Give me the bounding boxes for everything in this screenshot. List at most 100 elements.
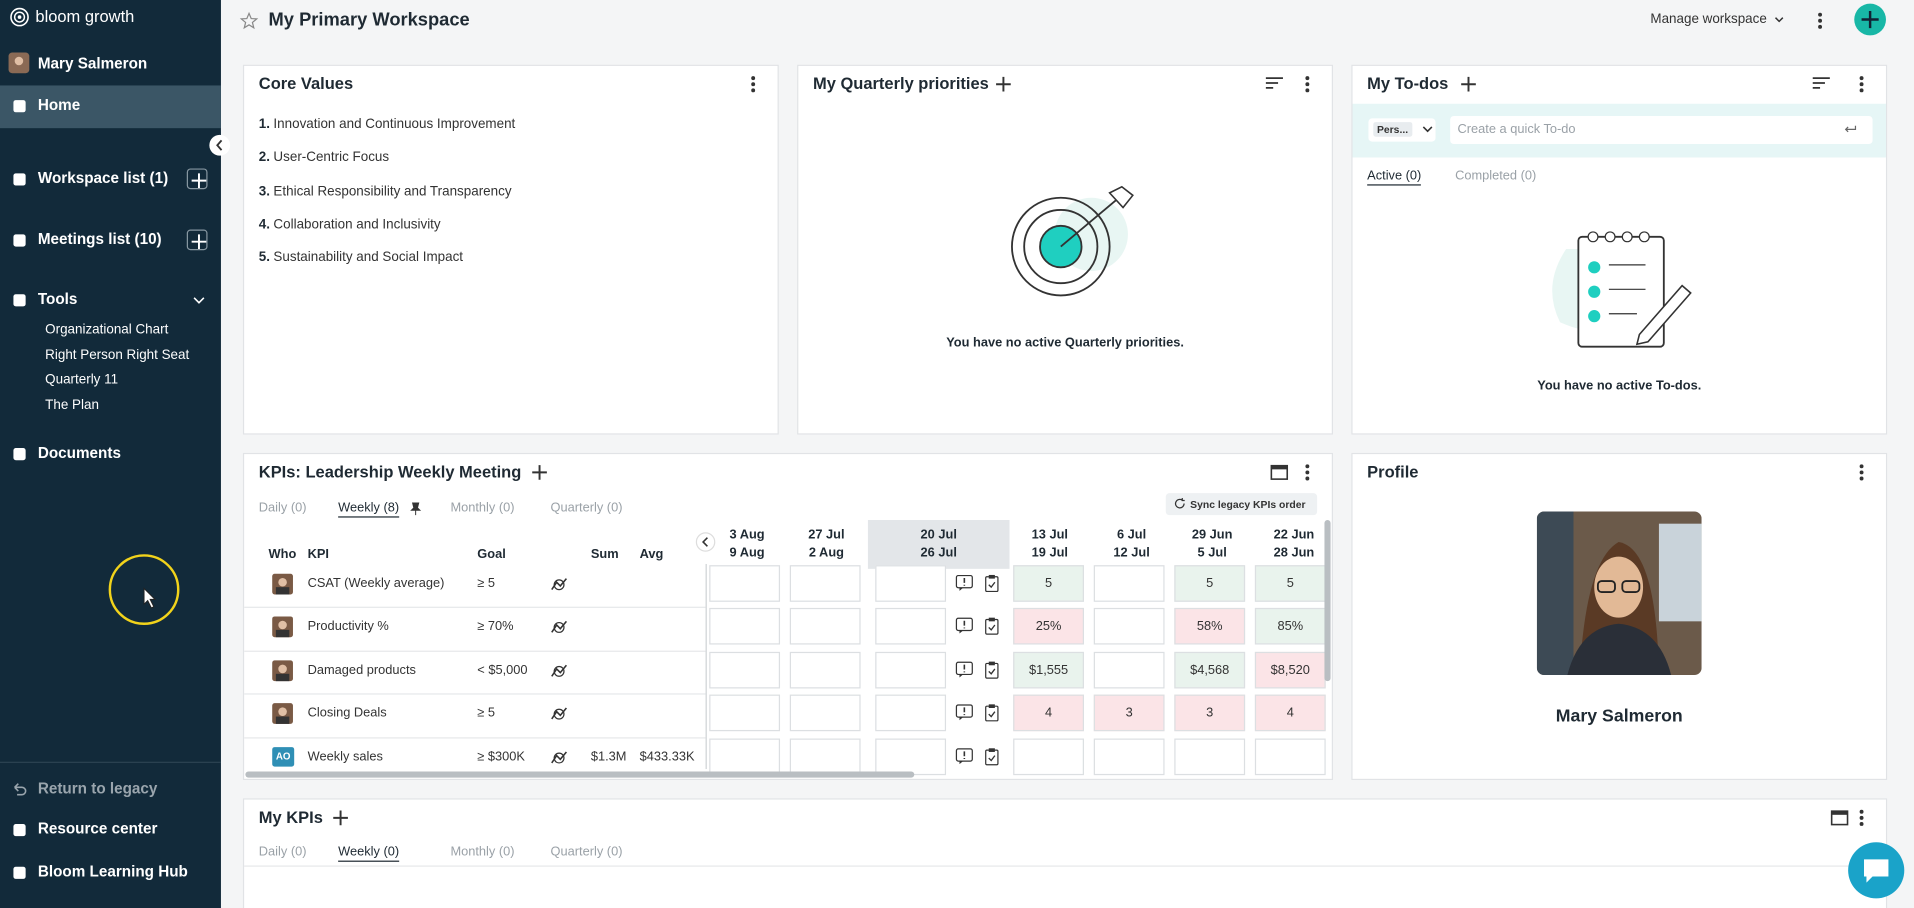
kpi-name[interactable]: Weekly sales xyxy=(307,749,383,765)
favorite-star[interactable] xyxy=(239,11,259,30)
tool-link[interactable]: The Plan xyxy=(45,397,99,412)
workspace-list-link[interactable]: Workspace list (1) xyxy=(37,169,169,187)
kpi-cell[interactable] xyxy=(875,738,947,776)
more-menu[interactable] xyxy=(1305,76,1310,93)
tool-link[interactable]: Organizational Chart xyxy=(45,322,169,337)
kpi-cell[interactable]: 25% xyxy=(1013,607,1084,645)
kpi-tab[interactable]: Weekly (8) xyxy=(338,500,400,518)
kpi-cell[interactable]: 5 xyxy=(1174,565,1246,602)
kpi-cell[interactable] xyxy=(709,694,781,732)
todo-icon[interactable] xyxy=(985,574,999,593)
issue-icon[interactable] xyxy=(955,574,973,591)
kpi-cell[interactable] xyxy=(1093,651,1165,689)
kpi-cell[interactable] xyxy=(875,565,947,602)
kpi-cell[interactable] xyxy=(1013,738,1084,776)
add-button[interactable] xyxy=(191,172,206,188)
my-kpi-tab[interactable]: Daily (0) xyxy=(258,844,307,860)
user-name[interactable]: Mary Salmeron xyxy=(37,54,148,73)
trend-icon[interactable] xyxy=(551,576,569,591)
kpi-cell[interactable] xyxy=(1093,607,1165,645)
kpi-cell[interactable] xyxy=(789,607,861,645)
kpi-cell[interactable] xyxy=(875,651,947,689)
kpi-cell[interactable] xyxy=(1093,738,1165,776)
kpi-cell[interactable] xyxy=(875,607,947,645)
sync-button[interactable] xyxy=(1165,493,1318,516)
kpi-name[interactable]: CSAT (Weekly average) xyxy=(307,576,445,591)
create-button[interactable] xyxy=(1854,3,1886,36)
add-box[interactable] xyxy=(186,229,208,251)
chat-button[interactable] xyxy=(1848,842,1905,899)
trend-icon[interactable] xyxy=(551,750,569,765)
kpi-cell[interactable] xyxy=(789,651,861,689)
add-button[interactable] xyxy=(532,465,547,480)
kpi-cell[interactable]: $8,520 xyxy=(1254,651,1326,689)
kpi-cell[interactable] xyxy=(1174,738,1246,776)
more-menu[interactable] xyxy=(1859,464,1864,481)
meetings-list-link[interactable]: Meetings list (10) xyxy=(37,230,162,248)
kpi-cell[interactable]: $1,555 xyxy=(1013,651,1084,689)
issue-icon[interactable] xyxy=(955,661,973,678)
todo-tab[interactable]: Completed (0) xyxy=(1455,168,1537,184)
more-menu[interactable] xyxy=(1859,809,1864,826)
tool-link[interactable]: Right Person Right Seat xyxy=(45,347,190,362)
kpi-name[interactable]: Productivity % xyxy=(307,618,389,634)
more-menu[interactable] xyxy=(1818,12,1823,29)
kpi-name[interactable]: Closing Deals xyxy=(307,705,387,721)
kpi-cell[interactable]: 3 xyxy=(1093,694,1165,732)
kpi-cell[interactable] xyxy=(709,651,781,689)
home-link[interactable]: Home xyxy=(37,96,81,114)
tools-chevron[interactable] xyxy=(193,297,205,304)
resource-center-link[interactable]: Resource center xyxy=(37,820,158,838)
calendar-button[interactable] xyxy=(1830,809,1849,826)
tool-link[interactable]: Quarterly 11 xyxy=(45,372,119,387)
issue-icon[interactable] xyxy=(955,617,973,634)
return-legacy-link[interactable]: Return to legacy xyxy=(37,780,158,798)
kpi-name[interactable]: Damaged products xyxy=(307,662,416,678)
add-button[interactable] xyxy=(333,810,348,826)
learning-hub-link[interactable]: Bloom Learning Hub xyxy=(37,863,188,881)
collapse-button[interactable] xyxy=(209,134,231,156)
kpi-cell[interactable] xyxy=(709,738,781,776)
tools-link[interactable]: Tools xyxy=(37,290,78,308)
todo-tab[interactable]: Active (0) xyxy=(1367,168,1422,186)
kpi-cell[interactable]: 5 xyxy=(1254,565,1326,602)
kpi-cell[interactable] xyxy=(709,565,781,602)
todo-icon[interactable] xyxy=(985,748,999,766)
issue-icon[interactable] xyxy=(955,704,973,721)
add-button[interactable] xyxy=(1461,76,1476,92)
kpi-cell[interactable]: 58% xyxy=(1174,607,1246,645)
kpi-cell[interactable]: 4 xyxy=(1254,694,1326,732)
sort-button[interactable] xyxy=(1812,77,1830,89)
kpi-cell[interactable] xyxy=(875,694,947,732)
kpi-cell[interactable] xyxy=(1254,738,1326,776)
scroll-left[interactable] xyxy=(695,532,716,552)
todo-icon[interactable] xyxy=(985,617,999,635)
kpi-cell[interactable] xyxy=(789,694,861,732)
kpi-tab[interactable]: Monthly (0) xyxy=(450,500,515,516)
my-kpi-tab[interactable]: Quarterly (0) xyxy=(550,844,623,860)
add-box[interactable] xyxy=(186,168,208,190)
add-button[interactable] xyxy=(191,233,206,249)
quick-todo-input[interactable] xyxy=(1450,115,1873,145)
kpi-cell[interactable] xyxy=(1093,565,1165,602)
kpi-cell[interactable] xyxy=(709,607,781,645)
kpi-cell[interactable]: 4 xyxy=(1013,694,1084,732)
kpi-cell[interactable]: $4,568 xyxy=(1174,651,1246,689)
kpi-cell[interactable] xyxy=(789,565,861,602)
trend-icon[interactable] xyxy=(551,663,569,678)
documents-link[interactable]: Documents xyxy=(37,444,121,462)
my-kpi-tab[interactable]: Monthly (0) xyxy=(450,844,515,860)
more-menu[interactable] xyxy=(1305,464,1310,481)
kpi-cell[interactable]: 3 xyxy=(1174,694,1246,732)
kpi-tab[interactable]: Quarterly (0) xyxy=(550,500,623,516)
todo-icon[interactable] xyxy=(985,661,999,679)
trend-icon[interactable] xyxy=(551,619,569,634)
sort-button[interactable] xyxy=(1265,77,1283,89)
todo-icon[interactable] xyxy=(985,704,999,722)
calendar-button[interactable] xyxy=(1270,464,1289,480)
issue-icon[interactable] xyxy=(955,748,973,765)
trend-icon[interactable] xyxy=(551,706,569,721)
kpi-tab[interactable]: Daily (0) xyxy=(258,500,307,516)
kpi-cell[interactable]: 5 xyxy=(1013,565,1084,602)
my-kpi-tab[interactable]: Weekly (0) xyxy=(338,845,400,862)
